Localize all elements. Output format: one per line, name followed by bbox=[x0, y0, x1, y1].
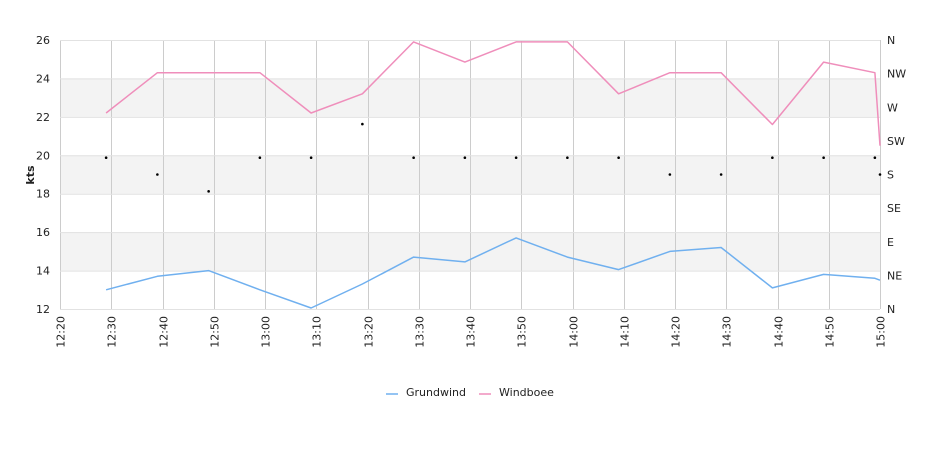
x-tick-label: 12:30 bbox=[106, 316, 119, 348]
direction-point bbox=[514, 156, 518, 159]
x-tick-label: 14:10 bbox=[619, 316, 632, 348]
direction-point bbox=[822, 156, 825, 159]
x-tick-label: 13:20 bbox=[363, 316, 376, 348]
direction-point bbox=[361, 122, 364, 126]
y-tick-label: 26 bbox=[36, 34, 50, 47]
y2-tick-label: E bbox=[887, 236, 894, 249]
series-line-grundwind bbox=[105, 237, 881, 309]
y2-axis-ticks: N NE E SE S SW W NW N bbox=[887, 34, 906, 316]
x-tick-label: 14:50 bbox=[824, 316, 837, 348]
x-tick-label: 12:50 bbox=[209, 316, 222, 348]
direction-point bbox=[412, 156, 415, 159]
direction-point bbox=[309, 156, 313, 159]
y-axis-title: kts bbox=[24, 165, 37, 185]
y2-tick-label: SW bbox=[887, 135, 905, 148]
x-tick-label: 12:20 bbox=[55, 316, 68, 348]
x-tick-label: 15:00 bbox=[875, 316, 888, 348]
y-tick-label: 12 bbox=[36, 303, 50, 316]
y2-tick-label: N bbox=[887, 303, 895, 316]
y-tick-label: 24 bbox=[36, 72, 50, 85]
direction-point bbox=[873, 156, 877, 159]
horizontal-gridlines bbox=[60, 40, 880, 310]
x-tick-label: 14:20 bbox=[670, 316, 683, 348]
direction-point bbox=[668, 173, 672, 176]
x-tick-label: 14:30 bbox=[721, 316, 734, 348]
series-line-windboee bbox=[105, 41, 881, 146]
y2-tick-label: S bbox=[887, 169, 894, 182]
y-axis-ticks: 12 14 16 18 20 22 24 26 bbox=[36, 34, 50, 316]
direction-point bbox=[258, 156, 262, 159]
series-lines bbox=[105, 41, 881, 309]
legend-label: Windboee bbox=[499, 386, 554, 399]
x-axis-ticks: 12:20 12:30 12:40 12:50 13:00 13:10 13:20 13:30… bbox=[55, 316, 888, 348]
y-tick-label: 18 bbox=[36, 188, 50, 201]
x-tick-label: 14:00 bbox=[568, 316, 581, 348]
y2-tick-label: NW bbox=[887, 68, 906, 81]
legend[interactable]: Grundwind Windboee bbox=[386, 386, 554, 399]
x-tick-label: 13:00 bbox=[260, 316, 273, 348]
x-tick-label: 14:40 bbox=[773, 316, 786, 348]
x-tick-label: 13:40 bbox=[465, 316, 478, 348]
y-tick-label: 14 bbox=[36, 265, 50, 278]
direction-point bbox=[878, 173, 882, 176]
direction-point bbox=[617, 156, 620, 159]
y2-tick-label: W bbox=[887, 101, 898, 114]
y2-tick-label: SE bbox=[887, 202, 901, 215]
direction-point bbox=[207, 190, 210, 193]
y2-tick-label: N bbox=[887, 34, 895, 47]
direction-point bbox=[156, 173, 159, 176]
y-tick-label: 20 bbox=[36, 149, 50, 162]
direction-point bbox=[719, 173, 723, 176]
x-tick-label: 13:10 bbox=[311, 316, 324, 348]
direction-point bbox=[463, 156, 467, 159]
direction-points bbox=[104, 122, 882, 193]
x-tick-label: 13:30 bbox=[414, 316, 427, 348]
legend-label: Grundwind bbox=[406, 386, 466, 399]
x-tick-label: 13:50 bbox=[516, 316, 529, 348]
legend-item-windboee[interactable]: Windboee bbox=[479, 386, 554, 399]
direction-point bbox=[771, 156, 774, 159]
y2-tick-label: NE bbox=[887, 269, 902, 282]
y-tick-label: 16 bbox=[36, 226, 50, 239]
direction-point bbox=[566, 156, 569, 159]
y-tick-label: 22 bbox=[36, 111, 50, 124]
legend-item-grundwind[interactable]: Grundwind bbox=[386, 386, 466, 399]
vertical-gridlines bbox=[60, 40, 881, 309]
direction-point bbox=[104, 156, 108, 159]
x-tick-label: 12:40 bbox=[158, 316, 171, 348]
